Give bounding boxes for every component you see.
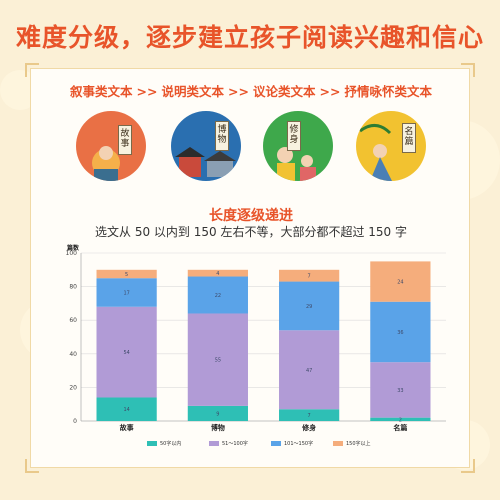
bar-segment: [279, 330, 340, 410]
content-card: 叙事类文本 >> 说明类文本 >> 议论类文本 >> 抒情咏怀类文本 故事 博物: [25, 63, 475, 473]
bar-segment: [370, 261, 431, 302]
legend-swatch: [209, 441, 219, 446]
text-type-narrative: 叙事类文本: [70, 84, 133, 99]
card-corner: [461, 63, 475, 77]
x-tick-label: 故事: [120, 423, 134, 432]
bar-segment: [187, 276, 248, 314]
progression-separator: >>: [136, 84, 158, 99]
data-label: 36: [397, 330, 403, 336]
story-illustration: [92, 146, 120, 181]
data-label: 17: [123, 290, 129, 296]
card-corner: [461, 459, 475, 473]
data-label: 7: [308, 413, 311, 419]
bar-segment: [187, 269, 248, 277]
book-cover-museum: 博物: [171, 111, 241, 181]
bar-segment: [370, 362, 431, 418]
bar-segment: [370, 417, 431, 421]
museum-illustration: [175, 147, 236, 177]
legend-swatch: [333, 441, 343, 446]
page-headline: 难度分级，逐步建立孩子阅读兴趣和信心: [15, 23, 484, 52]
stacked-bar-chart: 篇数0204060801001454175故事955224博物747297修身2…: [66, 244, 446, 447]
bar-segment: [370, 301, 431, 363]
x-tick-label: 博物: [211, 423, 225, 432]
data-label: 33: [397, 388, 403, 394]
data-label: 24: [397, 280, 403, 286]
book-label-museum: 博物: [215, 121, 229, 151]
legend-label: 51～100字: [222, 440, 248, 447]
book-illustrations: 故事 博物 修身 名篇: [31, 111, 471, 231]
book-cover-famous-works: 名篇: [356, 111, 426, 181]
y-tick-label: 0: [73, 418, 77, 425]
text-type-lyrical: 抒情咏怀类文本: [344, 84, 432, 99]
text-type-expository: 说明类文本: [161, 84, 225, 99]
data-label: 22: [215, 293, 221, 299]
data-label: 4: [216, 271, 219, 277]
bar-segment: [279, 281, 340, 331]
data-label: 29: [306, 304, 312, 310]
book-label-self-cultivation: 修身: [287, 121, 301, 151]
progression-separator: >>: [228, 84, 249, 99]
data-label: 47: [306, 368, 312, 374]
text-type-argumentative: 议论类文本: [252, 84, 316, 99]
chart-subtitle: 选文从 50 以内到 150 左右不等，大部分都不超过 150 字: [95, 225, 407, 239]
data-label: 54: [123, 350, 129, 356]
bar-segment: [96, 269, 157, 279]
data-label: 55: [215, 358, 221, 364]
bar-segment: [279, 269, 340, 282]
y-tick-label: 80: [69, 284, 77, 291]
book-label-famous-works: 名篇: [402, 123, 416, 153]
bar-segment: [187, 405, 248, 421]
famous-works-illustration: [359, 124, 392, 181]
bar-segment: [187, 313, 248, 406]
text-type-progression: 叙事类文本 >> 说明类文本 >> 议论类文本 >> 抒情咏怀类文本: [31, 81, 471, 100]
y-axis-title: 篇数: [66, 244, 80, 252]
legend-label: 50字以内: [160, 440, 181, 447]
card-corner: [25, 459, 39, 473]
legend-swatch: [147, 441, 157, 446]
bar-segment: [279, 409, 340, 421]
y-tick-label: 100: [66, 250, 78, 257]
x-tick-label: 修身: [301, 423, 316, 432]
self-cultivation-illustration: [277, 147, 316, 181]
data-label: 14: [123, 407, 129, 413]
data-label: 5: [125, 272, 128, 278]
chart-title: 长度逐级递进: [209, 208, 293, 224]
book-label-story: 故事: [118, 125, 132, 155]
bar-segment: [96, 306, 157, 398]
y-tick-label: 40: [69, 351, 77, 358]
legend-swatch: [271, 441, 281, 446]
y-tick-label: 20: [69, 384, 77, 391]
book-cover-self-cultivation: 修身: [263, 111, 333, 181]
bar-segment: [96, 278, 157, 307]
y-tick-label: 60: [69, 317, 77, 324]
x-tick-label: 名篇: [393, 423, 407, 432]
data-label: 2: [399, 417, 402, 423]
progression-separator: >>: [319, 84, 341, 99]
data-label: 7: [308, 274, 311, 280]
data-label: 9: [216, 411, 219, 417]
card-corner: [25, 63, 39, 77]
legend-label: 150字以上: [346, 440, 371, 447]
bar-segment: [96, 397, 157, 421]
book-cover-story: 故事: [76, 111, 146, 181]
legend-label: 101～150字: [284, 440, 313, 447]
